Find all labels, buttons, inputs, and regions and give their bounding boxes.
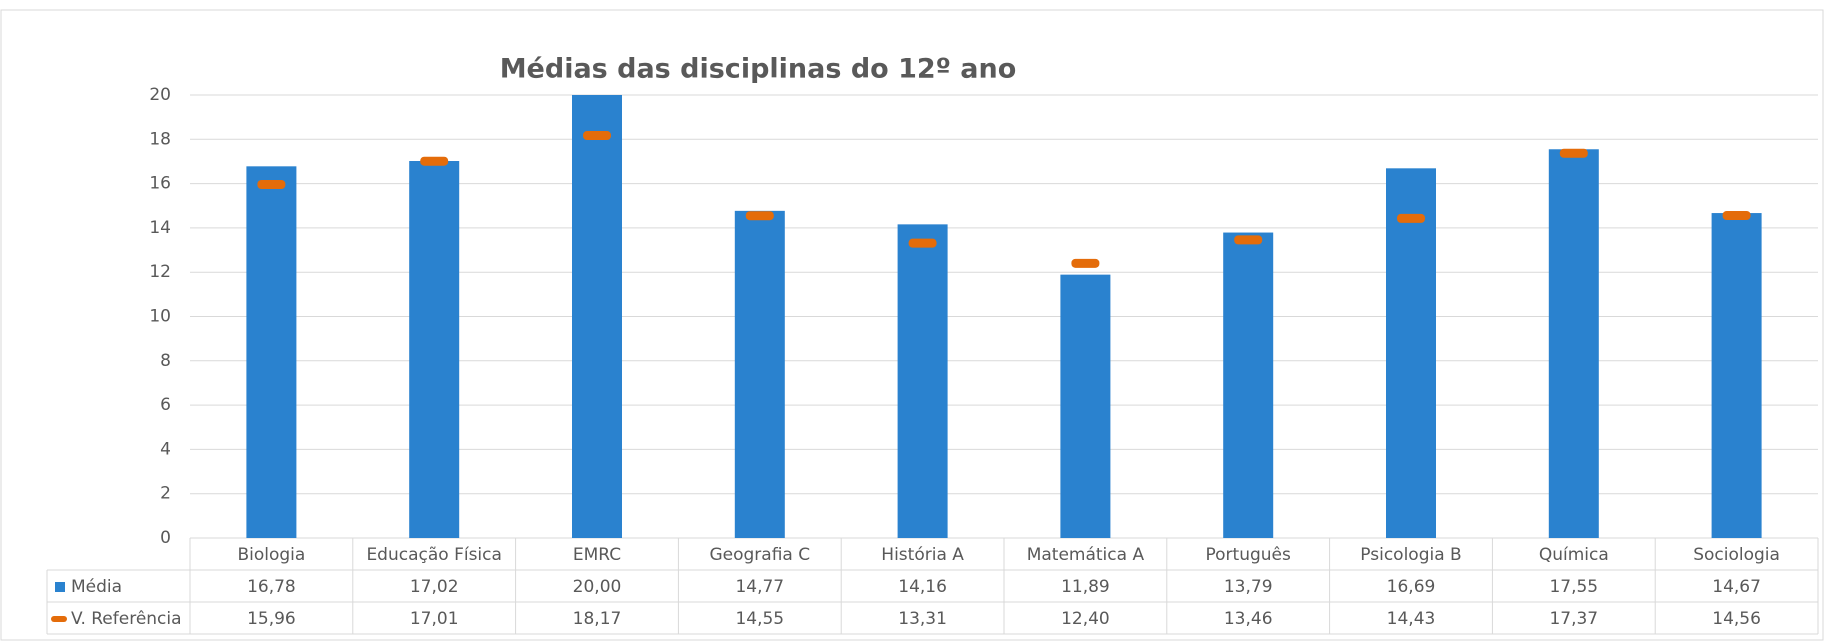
x-tick-label: Educação Física <box>366 545 502 565</box>
marker <box>1559 148 1588 158</box>
table-value: 15,96 <box>247 609 296 629</box>
table-value: 16,69 <box>1387 577 1436 597</box>
y-tick-label: 16 <box>149 174 171 194</box>
bar <box>1548 149 1599 538</box>
table-value: 14,77 <box>735 577 784 597</box>
y-tick-label: 0 <box>160 528 171 548</box>
y-tick-label: 2 <box>160 484 171 504</box>
y-tick-label: 20 <box>149 85 171 105</box>
y-tick-label: 8 <box>160 351 171 371</box>
table-value: 17,55 <box>1549 577 1598 597</box>
table-value: 11,89 <box>1061 577 1110 597</box>
x-tick-label: Geografia C <box>709 545 810 565</box>
y-tick-label: 14 <box>149 218 171 238</box>
table-value: 14,55 <box>735 609 784 629</box>
legend-label: Média <box>71 577 122 597</box>
legend-key <box>55 582 65 592</box>
bar <box>572 95 622 538</box>
x-tick-label: Português <box>1206 545 1292 565</box>
marker <box>745 211 774 221</box>
y-tick-label: 12 <box>149 262 171 282</box>
x-tick-label: Psicologia B <box>1360 545 1461 565</box>
x-tick-label: Química <box>1539 545 1609 565</box>
table-value: 12,40 <box>1061 609 1110 629</box>
marker <box>1722 210 1751 220</box>
bar <box>1386 168 1436 538</box>
y-tick-label: 18 <box>149 129 171 149</box>
table-value: 18,17 <box>573 609 622 629</box>
y-tick-label: 10 <box>149 307 171 327</box>
table-value: 16,78 <box>247 577 296 597</box>
marker <box>583 131 611 141</box>
table-value: 17,01 <box>410 609 459 629</box>
bar <box>1223 232 1274 538</box>
legend-label: V. Referência <box>71 609 182 629</box>
legend-key <box>51 616 67 622</box>
x-tick-label: Sociologia <box>1693 545 1780 565</box>
marker <box>1234 235 1263 245</box>
marker <box>257 179 286 189</box>
chart-border <box>0 9 1824 641</box>
table-value: 14,67 <box>1712 577 1761 597</box>
table-value: 20,00 <box>573 577 622 597</box>
bar <box>734 210 785 539</box>
chart-title: Médias das disciplinas do 12º ano <box>500 54 1017 85</box>
marker <box>908 238 937 248</box>
x-tick-label: Biologia <box>237 545 305 565</box>
marker <box>1397 213 1425 223</box>
x-tick-label: EMRC <box>573 545 621 565</box>
marker <box>1071 258 1100 268</box>
table-value: 17,02 <box>410 577 459 597</box>
table-value: 17,37 <box>1549 609 1598 629</box>
x-tick-label: Matemática A <box>1027 545 1145 565</box>
y-tick-label: 4 <box>160 439 171 459</box>
table-value: 13,79 <box>1224 577 1273 597</box>
y-tick-label: 6 <box>160 395 171 415</box>
table-value: 14,43 <box>1387 609 1436 629</box>
table-value: 13,31 <box>898 609 947 629</box>
table-value: 14,16 <box>898 577 947 597</box>
marker <box>420 156 449 166</box>
bar <box>897 224 948 538</box>
bar <box>1060 274 1111 538</box>
bar <box>1711 213 1762 538</box>
x-tick-label: História A <box>881 545 964 565</box>
table-value: 13,46 <box>1224 609 1273 629</box>
table-value: 14,56 <box>1712 609 1761 629</box>
bar <box>246 166 297 538</box>
bar <box>409 161 460 538</box>
